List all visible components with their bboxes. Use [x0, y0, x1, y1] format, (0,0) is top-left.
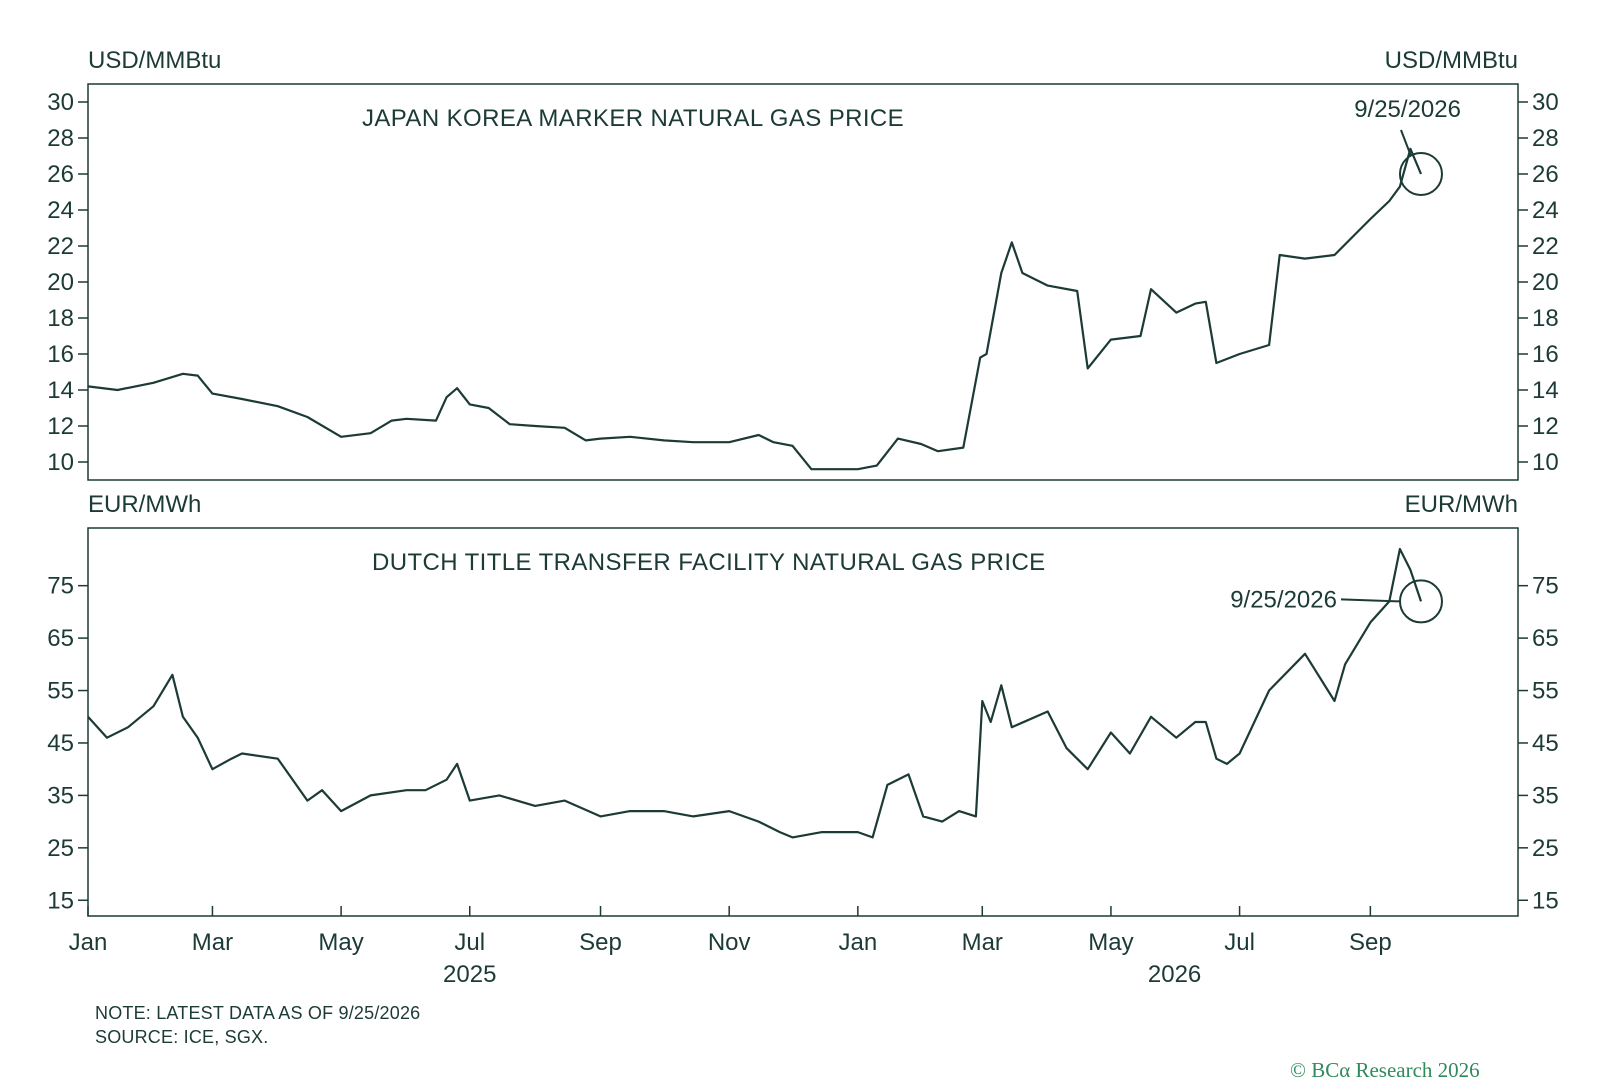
y-tick-label-left: 15 [47, 887, 74, 914]
y-tick-label-left: 28 [47, 125, 74, 152]
y-tick-label-left: 75 [47, 573, 74, 600]
x-tick-label: Sep [1349, 929, 1392, 956]
y-tick-label-left: 55 [47, 678, 74, 705]
source-text: SOURCE: ICE, SGX. [95, 1027, 269, 1047]
x-tick-label: Jul [1224, 929, 1255, 956]
y-tick-label-left: 65 [47, 625, 74, 652]
y-tick-label-right: 75 [1532, 573, 1559, 600]
y-tick-label-left: 45 [47, 730, 74, 757]
y-tick-label-right: 10 [1532, 449, 1559, 476]
note-text: NOTE: LATEST DATA AS OF 9/25/2026 [95, 1003, 421, 1023]
y-tick-label-right: 16 [1532, 341, 1559, 368]
y-tick-label-left: 12 [47, 413, 74, 440]
annotation-circle [1398, 152, 1443, 196]
y-tick-label-left: 16 [47, 341, 74, 368]
annotation-label: 9/25/2026 [1230, 586, 1337, 613]
y-tick-label-left: 18 [47, 305, 74, 332]
y-axis-unit-left: USD/MMBtu [88, 47, 221, 74]
y-tick-label-left: 26 [47, 161, 74, 188]
y-tick-label-right: 26 [1532, 161, 1559, 188]
annotation-leader [1340, 598, 1401, 603]
x-year-label: 2026 [1148, 961, 1201, 988]
y-tick-label-left: 22 [47, 233, 74, 260]
plot-frame [87, 527, 1519, 917]
x-tick-label: May [1088, 929, 1133, 956]
x-tick-label: Sep [579, 929, 622, 956]
y-tick-label-right: 30 [1532, 89, 1559, 116]
y-tick-label-left: 10 [47, 449, 74, 476]
y-tick-label-right: 65 [1532, 625, 1559, 652]
y-tick-label-right: 28 [1532, 125, 1559, 152]
y-tick-label-right: 14 [1532, 377, 1559, 404]
chart-title: DUTCH TITLE TRANSFER FACILITY NATURAL GA… [372, 549, 1046, 576]
x-tick-label: Mar [192, 929, 233, 956]
y-tick-label-left: 20 [47, 269, 74, 296]
series-line [87, 147, 1423, 471]
y-tick-label-right: 18 [1532, 305, 1559, 332]
y-tick-label-right: 25 [1532, 835, 1559, 862]
y-tick-label-right: 24 [1532, 197, 1559, 224]
y-tick-label-right: 15 [1532, 887, 1559, 914]
y-tick-label-right: 22 [1532, 233, 1559, 260]
y-tick-label-right: 20 [1532, 269, 1559, 296]
x-year-label: 2025 [443, 961, 496, 988]
y-tick-label-left: 30 [47, 89, 74, 116]
credit-text: © BCα Research 2026 [1290, 1058, 1480, 1082]
x-tick-label: Nov [708, 929, 751, 956]
annotation-leader [1400, 129, 1412, 157]
series-line [87, 547, 1423, 839]
annotation-label: 9/25/2026 [1354, 96, 1461, 123]
chart-title: JAPAN KOREA MARKER NATURAL GAS PRICE [362, 105, 904, 132]
y-tick-label-left: 35 [47, 782, 74, 809]
x-tick-label: May [318, 929, 363, 956]
plot-frame [87, 83, 1519, 481]
y-axis-unit-left: EUR/MWh [88, 491, 201, 518]
y-axis-unit-right: USD/MMBtu [1385, 47, 1518, 74]
x-tick-label: Mar [962, 929, 1003, 956]
y-tick-label-right: 45 [1532, 730, 1559, 757]
y-tick-label-left: 24 [47, 197, 74, 224]
y-tick-label-right: 12 [1532, 413, 1559, 440]
y-tick-label-right: 35 [1532, 782, 1559, 809]
y-tick-label-left: 14 [47, 377, 74, 404]
y-tick-label-left: 25 [47, 835, 74, 862]
x-tick-label: Jan [69, 929, 108, 956]
y-tick-label-right: 55 [1532, 678, 1559, 705]
x-tick-label: Jan [838, 929, 877, 956]
chart: USD/MMBtu USD/MMBtu 10 10 12 12 14 14 16 16 18 18 20… [47, 47, 1559, 988]
x-tick-label: Jul [454, 929, 485, 956]
y-axis-unit-right: EUR/MWh [1405, 491, 1518, 518]
